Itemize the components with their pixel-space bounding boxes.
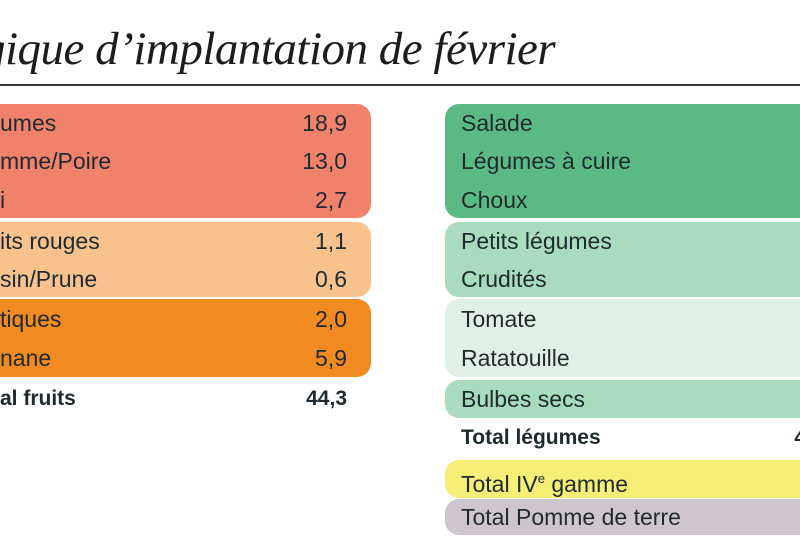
fruit-row: mme/Poire 13,0: [0, 142, 347, 180]
fruit-label: sin/Prune: [0, 266, 98, 292]
legume-label: Petits légumes: [461, 228, 612, 254]
fruit-value: 1,1: [315, 228, 347, 254]
fruit-label: i: [0, 187, 6, 213]
legume-label: Choux: [461, 187, 528, 213]
fruit-value: 13,0: [302, 148, 347, 174]
legume-total-row: Total légumes 4: [461, 419, 800, 457]
legume-label: Crudités: [461, 266, 547, 292]
fruit-row: nane 5,9: [0, 339, 347, 377]
fruit-total-value: 44,3: [306, 387, 347, 410]
fruit-value: 2,7: [315, 187, 347, 213]
pomme-de-terre-label: Total Pomme de terre: [461, 504, 681, 530]
legume-label: Salade: [461, 110, 533, 136]
fruit-label: umes: [0, 110, 57, 136]
iv-gamme-prefix: Total IV: [461, 471, 538, 497]
legume-group-bulbes: [445, 380, 800, 418]
legume-group-dark-green: [445, 104, 800, 218]
fruit-row: umes 18,9: [0, 104, 347, 142]
fruit-value: 5,9: [315, 345, 347, 371]
fruit-total-row: al fruits 44,3: [0, 380, 347, 418]
fruit-value: 0,6: [315, 266, 347, 292]
fruit-group-peach: [0, 222, 371, 297]
title-rule: [0, 84, 800, 86]
legume-group-mid-green: [445, 222, 800, 297]
legume-label: Légumes à cuire: [461, 148, 632, 174]
iv-gamme-label: Total IVe gamme: [461, 460, 628, 503]
fruit-label: mme/Poire: [0, 148, 112, 174]
fruit-row: i 2,7: [0, 181, 347, 219]
fruit-total-label: al fruits: [0, 387, 76, 410]
page-title: gique d’implantation de février: [0, 23, 556, 75]
fruit-row: sin/Prune 0,6: [0, 260, 347, 298]
fruit-label: nane: [0, 345, 52, 371]
legume-total-value: 4: [794, 419, 800, 457]
legume-label: Bulbes secs: [461, 386, 586, 412]
legume-label: Tomate: [461, 306, 537, 332]
fruit-value: 2,0: [315, 306, 347, 332]
legume-label: Ratatouille: [461, 345, 570, 371]
legume-total-label: Total légumes: [461, 426, 601, 449]
iv-gamme-suffix: gamme: [544, 471, 629, 497]
fruit-row: tiques 2,0: [0, 300, 347, 338]
fruit-label: its rouges: [0, 228, 100, 254]
fruit-row: its rouges 1,1: [0, 222, 347, 260]
iv-gamme-block: [445, 460, 800, 498]
pomme-de-terre-block: [445, 499, 800, 535]
fruit-label: tiques: [0, 306, 62, 332]
fruit-group-red: [0, 104, 371, 218]
fruit-value: 18,9: [302, 110, 347, 136]
legume-group-light-green: [445, 299, 800, 377]
fruit-group-orange: [0, 299, 371, 377]
iv-gamme-sup: e: [537, 471, 545, 486]
